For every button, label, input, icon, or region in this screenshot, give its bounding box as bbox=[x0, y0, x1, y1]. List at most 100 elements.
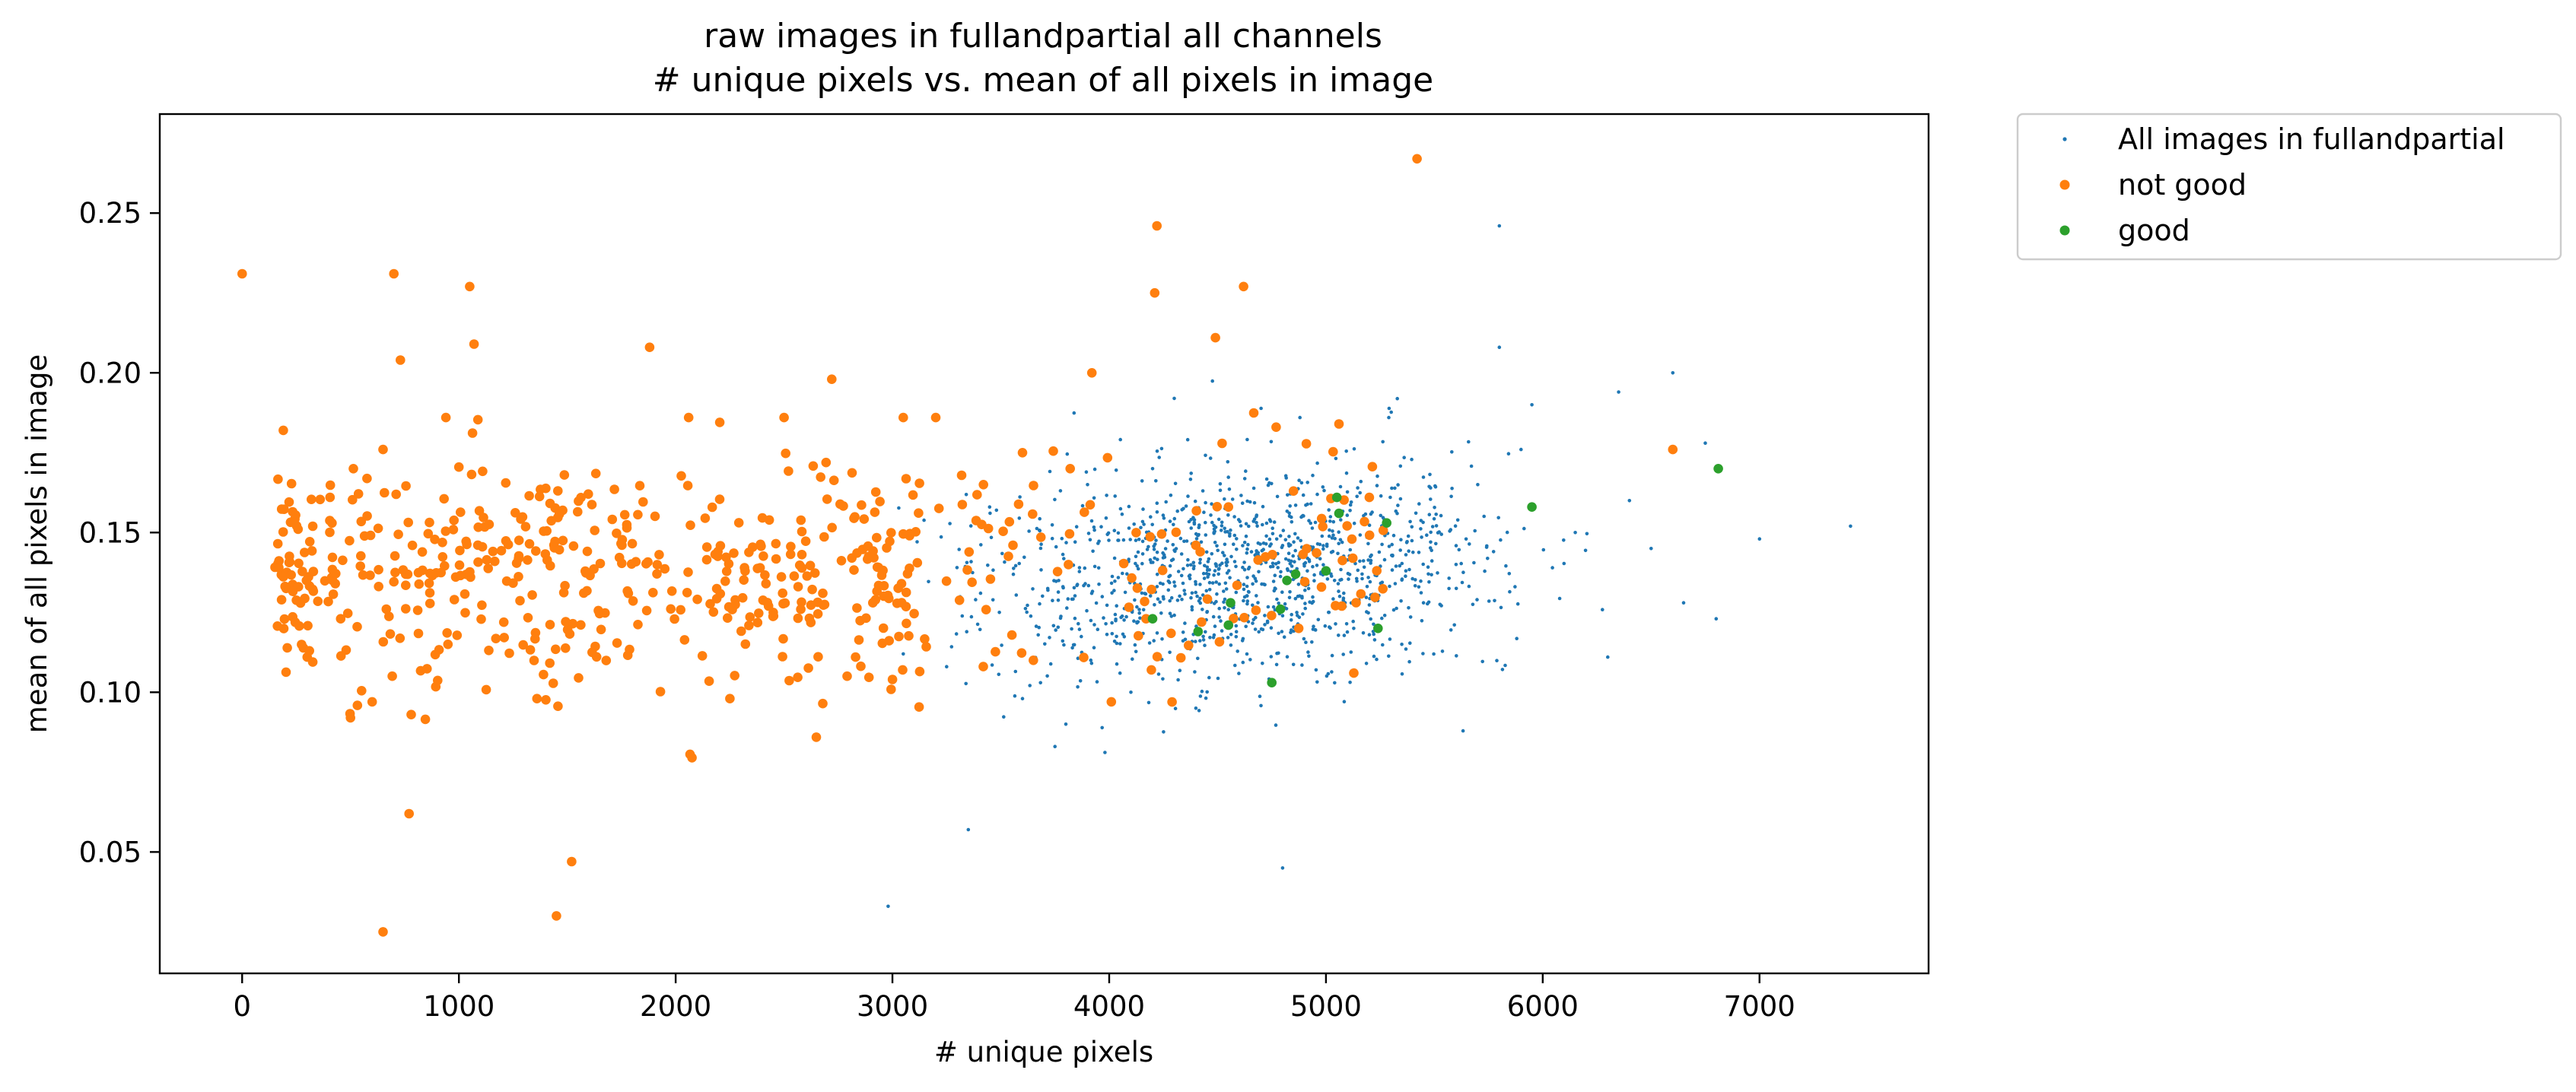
point-not-good bbox=[704, 676, 714, 686]
point-all-images bbox=[954, 632, 959, 636]
point-all-images bbox=[1150, 467, 1155, 471]
point-not-good bbox=[745, 612, 755, 622]
point-all-images bbox=[1421, 475, 1426, 479]
point-not-good bbox=[768, 611, 778, 621]
point-all-images bbox=[1158, 581, 1162, 586]
point-all-images bbox=[1315, 492, 1319, 497]
point-all-images bbox=[1219, 619, 1223, 623]
point-not-good bbox=[288, 586, 298, 597]
point-all-images bbox=[1280, 614, 1285, 617]
point-all-images bbox=[1036, 633, 1040, 637]
point-all-images bbox=[1436, 571, 1439, 575]
point-all-images bbox=[1290, 559, 1293, 563]
point-all-images bbox=[1220, 520, 1224, 525]
point-not-good bbox=[300, 548, 310, 557]
point-not-good bbox=[348, 464, 358, 474]
point-all-images bbox=[1267, 544, 1272, 548]
point-good bbox=[1290, 569, 1301, 579]
point-not-good bbox=[863, 672, 874, 682]
point-all-images bbox=[1278, 534, 1283, 538]
point-all-images bbox=[1408, 641, 1412, 645]
point-all-images bbox=[1389, 410, 1393, 414]
point-not-good bbox=[297, 567, 307, 576]
point-all-images bbox=[1168, 563, 1172, 568]
point-all-images bbox=[1161, 677, 1165, 681]
point-not-good bbox=[850, 512, 860, 522]
point-all-images bbox=[1321, 563, 1325, 567]
point-all-images bbox=[1408, 519, 1412, 524]
point-all-images bbox=[1387, 654, 1391, 659]
point-not-good bbox=[1008, 540, 1018, 551]
point-all-images bbox=[1469, 464, 1474, 468]
point-not-good bbox=[1351, 598, 1361, 608]
point-all-images bbox=[1143, 592, 1148, 596]
point-not-good bbox=[729, 548, 739, 558]
point-all-images bbox=[1361, 559, 1366, 563]
point-all-images bbox=[1228, 576, 1232, 579]
point-all-images bbox=[1296, 594, 1300, 598]
point-not-good bbox=[587, 500, 597, 509]
point-all-images bbox=[1287, 514, 1292, 518]
point-all-images bbox=[1102, 616, 1105, 620]
point-all-images bbox=[1012, 567, 1016, 570]
point-all-images bbox=[1321, 485, 1325, 489]
point-not-good bbox=[504, 648, 514, 659]
point-not-good bbox=[707, 502, 717, 513]
point-all-images bbox=[1070, 646, 1074, 650]
point-all-images bbox=[1155, 449, 1159, 453]
point-all-images bbox=[1390, 542, 1394, 547]
point-not-good bbox=[789, 571, 800, 581]
point-all-images bbox=[1305, 481, 1309, 484]
point-all-images bbox=[1306, 650, 1310, 654]
point-not-good bbox=[1342, 521, 1352, 531]
point-not-good bbox=[1239, 281, 1248, 292]
point-all-images bbox=[1269, 626, 1274, 630]
point-all-images bbox=[1311, 599, 1315, 604]
point-all-images bbox=[1277, 560, 1280, 564]
point-not-good bbox=[345, 535, 355, 546]
point-not-good bbox=[280, 581, 291, 592]
point-all-images bbox=[1455, 518, 1460, 522]
point-all-images bbox=[1320, 534, 1325, 538]
point-not-good bbox=[1118, 558, 1129, 569]
point-not-good bbox=[404, 808, 414, 819]
point-all-images bbox=[1497, 224, 1502, 228]
point-all-images bbox=[1187, 519, 1191, 524]
point-all-images bbox=[1303, 602, 1307, 605]
point-all-images bbox=[1039, 542, 1043, 546]
point-all-images bbox=[1337, 541, 1340, 546]
point-not-good bbox=[692, 594, 702, 605]
point-all-images bbox=[1232, 560, 1237, 563]
point-all-images bbox=[1274, 562, 1278, 566]
point-not-good bbox=[584, 489, 593, 499]
point-all-images bbox=[997, 672, 1001, 677]
point-not-good bbox=[740, 639, 751, 649]
point-all-images bbox=[1312, 579, 1316, 583]
point-not-good bbox=[740, 566, 750, 576]
point-not-good bbox=[778, 588, 787, 598]
point-not-good bbox=[449, 515, 459, 525]
point-all-images bbox=[1291, 662, 1296, 667]
point-all-images bbox=[1089, 658, 1093, 662]
point-all-images bbox=[1305, 569, 1309, 573]
point-all-images bbox=[1278, 574, 1283, 579]
point-all-images bbox=[1077, 570, 1082, 573]
point-all-images bbox=[1189, 563, 1193, 567]
point-all-images bbox=[1148, 558, 1153, 562]
point-not-good bbox=[701, 554, 712, 565]
point-not-good bbox=[697, 651, 708, 661]
point-all-images bbox=[1031, 587, 1035, 591]
point-all-images bbox=[1147, 641, 1152, 645]
point-all-images bbox=[1045, 674, 1049, 678]
point-all-images bbox=[1352, 627, 1356, 630]
point-not-good bbox=[679, 635, 690, 645]
point-not-good bbox=[327, 552, 338, 563]
point-not-good bbox=[933, 503, 944, 513]
point-not-good bbox=[796, 515, 806, 525]
point-all-images bbox=[1191, 567, 1196, 571]
point-all-images bbox=[1078, 679, 1083, 683]
point-all-images bbox=[1038, 681, 1042, 685]
point-all-images bbox=[1169, 595, 1174, 600]
point-not-good bbox=[1232, 580, 1242, 590]
point-all-images bbox=[1261, 504, 1265, 509]
